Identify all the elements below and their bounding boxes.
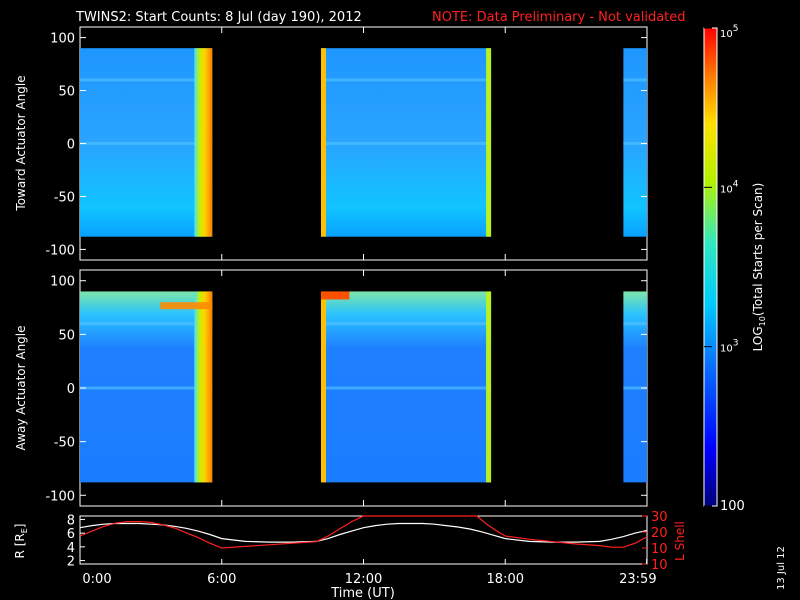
toward-ytick-label: 0 (67, 138, 75, 153)
toward-edge-band (320, 48, 326, 237)
away-hot-band (160, 302, 213, 310)
toward-ytick-label: 100 (50, 32, 75, 47)
away-edge-band (486, 291, 492, 483)
toward-data-stripe (80, 142, 213, 145)
away-ytick-label: 50 (58, 328, 75, 343)
away-data-stripe (80, 386, 213, 390)
toward-edge-band (486, 48, 492, 237)
away-ytick-label: 100 (50, 275, 75, 290)
away-data-stripe (320, 322, 492, 326)
orbit-left-ylabel: R [RE] (13, 524, 29, 559)
away-data-stripe (320, 386, 492, 390)
orbit-right-ytick-label: 10 (651, 558, 668, 573)
orbit-right-ylabel: L Shell (673, 521, 687, 561)
away-data-stripe (623, 322, 647, 326)
orbit-right-ytick-label: 30 (651, 510, 668, 525)
away-ytick-label: -50 (54, 436, 75, 451)
away-ytick-label: 0 (67, 382, 75, 397)
colorbar-tick-label: 103 (720, 339, 738, 355)
toward-data-stripe (320, 78, 492, 82)
colorbar-tick-label: 104 (720, 179, 739, 195)
colorbar-gradient (703, 27, 718, 507)
lshell-series-line (79, 515, 648, 549)
toward-data-stripe (320, 142, 492, 145)
xtick-label: 23:59 (619, 572, 656, 587)
panel-toward-ylabel: Toward Actuator Angle (14, 75, 28, 211)
panel-away: Away Actuator Angle -100 -50 0 50 100 (14, 269, 648, 507)
panel-orbit-frame (79, 515, 648, 565)
colorbar-label: LOG10(Total Starts per Scan) (751, 183, 767, 352)
away-ytick-label: -100 (45, 489, 75, 504)
panel-toward: Toward Actuator Angle -100 -50 0 50 100 (14, 26, 648, 261)
chart-title: TWINS2: Start Counts: 8 Jul (day 190), 2… (75, 10, 362, 25)
toward-edge-band (194, 48, 213, 237)
toward-ytick-label: -50 (54, 190, 75, 205)
toward-data-stripe (80, 78, 213, 82)
orbit-left-ytick-label: 4 (67, 541, 75, 556)
r-series-line (79, 522, 648, 543)
orbit-left-ytick-label: 6 (67, 527, 75, 542)
colorbar-tick-label: 105 (720, 24, 738, 40)
toward-data-stripe (623, 78, 647, 82)
toward-ytick-label: -100 (45, 243, 75, 258)
xtick-label: 18:00 (487, 572, 524, 587)
away-data-stripe (623, 386, 647, 390)
orbit-right-ytick-label: 20 (651, 526, 668, 541)
colorbar: 100 103 104 105 LOG10(Total Starts per Scan… (703, 24, 767, 514)
away-edge-band (320, 291, 326, 483)
side-date-label: 13 Jul 12 (776, 546, 787, 590)
away-edge-band (194, 291, 213, 483)
orbit-left-ytick-label: 2 (67, 555, 75, 570)
away-hot-band (320, 291, 350, 300)
xtick-label: 6:00 (207, 572, 236, 587)
orbit-left-ytick-label: 8 (67, 513, 75, 528)
panel-away-ylabel: Away Actuator Angle (14, 325, 28, 450)
chart-note: NOTE: Data Preliminary - Not validated (432, 10, 686, 25)
xtick-label: 0:00 (82, 572, 111, 587)
colorbar-tick-label: 100 (720, 499, 745, 514)
xtick-label: 12:00 (345, 572, 382, 587)
away-data-stripe (80, 322, 213, 326)
toward-data-stripe (623, 142, 647, 145)
xaxis-label: Time (UT) (330, 586, 395, 600)
toward-ytick-label: 50 (58, 85, 75, 100)
orbit-right-ytick-label: 10 (651, 542, 668, 557)
